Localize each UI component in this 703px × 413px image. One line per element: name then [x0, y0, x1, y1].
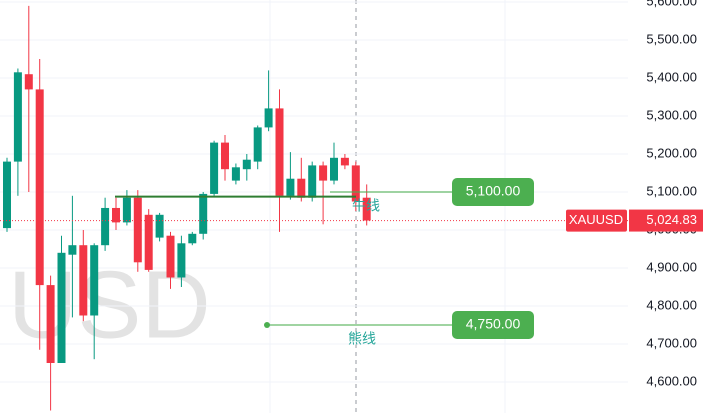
candle-body [319, 165, 328, 181]
candle-body [166, 235, 175, 278]
candle-body [24, 74, 33, 90]
candle-body [297, 178, 306, 198]
y-tick-label: 4,600.00 [646, 373, 697, 388]
y-tick-label: 5,400.00 [646, 69, 697, 84]
annotation-dot [264, 321, 270, 328]
y-tick-label: 5,500.00 [646, 31, 697, 46]
candle-body [144, 214, 153, 270]
price-box [629, 209, 703, 232]
candle-body [351, 165, 360, 202]
candle-body [35, 89, 44, 286]
candle-body [286, 178, 295, 196]
candle-body [210, 142, 219, 194]
candle-body [188, 233, 197, 244]
annotation-box [452, 310, 534, 339]
candle-body [68, 245, 77, 255]
y-tick-label: 4,900.00 [646, 259, 697, 274]
candle-body [90, 245, 99, 316]
candle-body [308, 165, 317, 198]
y-tick-label: 5,200.00 [646, 145, 697, 160]
candle-body [264, 108, 273, 128]
y-axis: 5,600.00 5,500.00 5,400.00 5,300.00 5,200.00… [566, 0, 703, 388]
y-tick-label: 5,600.00 [646, 0, 697, 8]
candle-body [79, 245, 88, 316]
candle-body [330, 157, 338, 181]
candle-body [221, 142, 229, 170]
y-tick-label: 5,300.00 [646, 107, 697, 122]
candle-body [253, 127, 262, 162]
candle-body [199, 193, 208, 234]
y-tick-label: 5,100.00 [646, 183, 697, 198]
candle-body [362, 197, 371, 221]
y-tick-label: 4,700.00 [646, 335, 697, 350]
candle-body [57, 252, 66, 363]
annotation-text: 牛线 [352, 198, 380, 214]
candle-body [3, 161, 11, 229]
candle-body [155, 214, 164, 238]
candle-body [275, 108, 284, 196]
annotation-label: 4,750.00 [466, 316, 521, 332]
annotation-box [452, 178, 534, 207]
y-tick-label: 4,800.00 [646, 297, 697, 312]
annotation-label: 5,100.00 [466, 183, 521, 199]
plot: 5,100.00 牛线 4,750.00 熊线 [0, 5, 628, 411]
candle-body [46, 285, 55, 363]
candle-body [122, 197, 131, 223]
candle-body [112, 207, 120, 223]
annotation-text: 熊线 [348, 331, 376, 347]
price-label: 5,024.83 [646, 212, 697, 227]
symbol-box [566, 209, 627, 232]
candle-body [133, 197, 142, 263]
symbol-label: XAUUSD [569, 212, 623, 227]
candle-body [101, 207, 110, 246]
candle-body [231, 167, 240, 181]
candle-body [340, 157, 349, 166]
candle-body [177, 243, 186, 278]
candle-body [242, 159, 251, 170]
candle-body [13, 72, 22, 162]
